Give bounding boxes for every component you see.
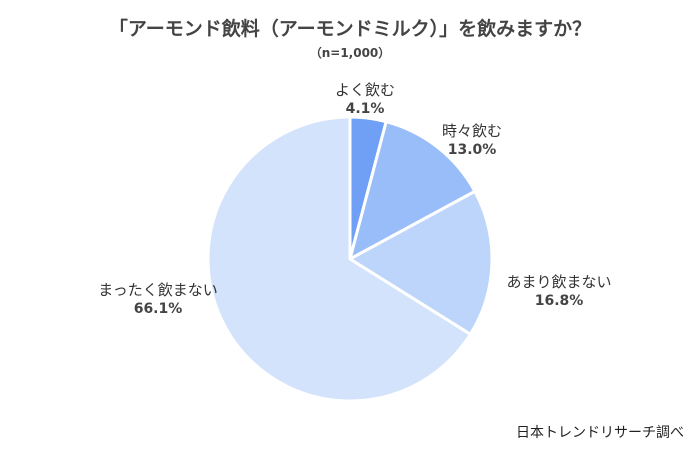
slice-label-never: まったく飲まない 66.1% (98, 280, 217, 319)
slice-label-never-value: 66.1% (133, 301, 183, 318)
slice-label-sometimes: 時々飲む 13.0% (442, 121, 502, 160)
pie-slice-sometimes (348, 120, 477, 261)
slice-label-often-name: よく飲む (334, 81, 396, 99)
slice-label-never-name: まったく飲まない (98, 281, 218, 299)
slice-label-sometimes-name: 時々飲む (441, 122, 503, 140)
source-credit: 日本トレンドリサーチ調べ (516, 425, 684, 441)
slice-label-rarely: あまり飲まない 16.8% (506, 272, 611, 311)
pie-slice-rarely (348, 189, 494, 336)
slice-label-often: よく飲む 4.1% (335, 80, 395, 119)
slice-label-often-value: 4.1% (345, 101, 385, 118)
slice-label-rarely-value: 16.8% (534, 293, 584, 310)
slice-label-rarely-name: あまり飲まない (506, 273, 612, 291)
chart-title: 「アーモンド飲料（アーモンドミルク）」を飲みますか？ (108, 18, 592, 40)
slice-label-sometimes-value: 13.0% (447, 142, 497, 159)
chart-subtitle: （n=1,000） (309, 46, 391, 60)
pie-slice-never (206, 115, 472, 403)
